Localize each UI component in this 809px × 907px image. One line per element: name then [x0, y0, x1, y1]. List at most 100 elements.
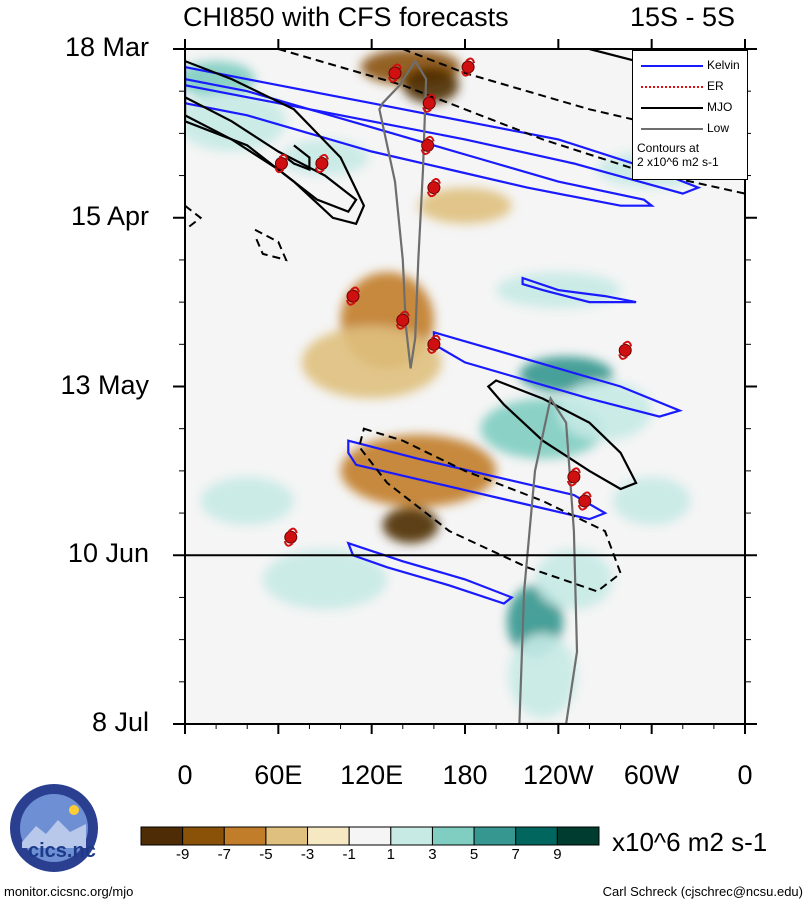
- colorbar-swatch: [348, 826, 392, 846]
- cyclone-arm: [274, 167, 285, 174]
- colorbar-swatch: [431, 826, 475, 846]
- logo-text: cics.nc: [28, 840, 96, 862]
- colorbar-tick-label: 5: [469, 846, 479, 863]
- colorbar-tick-label: 7: [511, 846, 520, 863]
- cyclone-marker: [461, 57, 476, 77]
- x-tick-label: 120W: [523, 760, 594, 790]
- cyclone-arm: [426, 191, 437, 198]
- x-tick-label: 120E: [340, 760, 404, 790]
- cyclone-arm: [571, 467, 581, 474]
- cyclone-marker: [283, 527, 298, 547]
- footer-author: Carl Schreck (cjschrec@ncsu.edu): [602, 884, 803, 899]
- colorbar-swatch: [515, 826, 558, 846]
- legend-swatch-low: [641, 128, 703, 130]
- cyclone-marker: [346, 286, 360, 306]
- cyclone-arm: [582, 491, 592, 498]
- cyclone-arm: [431, 334, 441, 341]
- colorbar-tick-label: -1: [342, 846, 356, 863]
- cyclone-arm: [278, 153, 289, 160]
- anomaly-patch: [301, 326, 442, 399]
- legend-swatch-kelvin: [641, 65, 703, 67]
- cyclone-symbol: [388, 66, 402, 80]
- cyclone-arm: [283, 540, 294, 547]
- legend-swatch-er: [641, 86, 703, 88]
- chart-title: CHI850 with CFS forecasts: [183, 2, 509, 32]
- cyclone-marker: [422, 93, 437, 113]
- anomaly-patch: [382, 507, 439, 544]
- cyclone-symbol: [422, 96, 436, 110]
- cyclone-arm: [426, 348, 437, 354]
- colorbar-tick-label: -9: [175, 846, 190, 863]
- cyclone-arm: [566, 480, 577, 487]
- cyclone-arm: [288, 527, 298, 534]
- kelvin-contour: [432, 330, 684, 418]
- cyclone-symbol: [284, 530, 298, 544]
- colorbar-tick-label: 1: [386, 846, 395, 863]
- mjo-contour-negative: [185, 204, 203, 231]
- cyclone-symbol: [427, 181, 441, 195]
- cyclone-symbol: [396, 313, 410, 327]
- cyclone-arm: [388, 76, 398, 83]
- colorbar-swatch: [390, 826, 433, 846]
- cicsnc-logo: [10, 784, 98, 872]
- cyclone-marker: [426, 178, 441, 198]
- cyclone-marker: [566, 467, 581, 487]
- cyclone-symbol: [461, 60, 475, 74]
- mjo-contour-negative: [254, 228, 288, 262]
- colorbar-tick-label: 9: [553, 846, 562, 863]
- y-tick-label: 10 Jun: [67, 538, 149, 569]
- y-tick-label: 13 May: [60, 369, 149, 400]
- y-tick-label: 8 Jul: [91, 707, 149, 737]
- y-tick-label: 18 Mar: [64, 32, 149, 62]
- cyclone-marker: [314, 153, 329, 174]
- x-tick-label: 60E: [254, 760, 303, 790]
- colorbar: [140, 826, 600, 846]
- x-tick-label: 0: [737, 760, 753, 790]
- cyclone-symbol: [421, 138, 435, 152]
- anomaly-patch: [508, 633, 577, 718]
- colorbar-tick-label: -7: [217, 846, 231, 863]
- cyclone-symbol: [567, 470, 581, 484]
- cyclone-arm: [422, 106, 432, 113]
- cyclone-arm: [319, 153, 329, 160]
- cyclone-symbol: [274, 157, 288, 171]
- cyclone-arm: [622, 340, 633, 347]
- kelvin-contour: [185, 77, 655, 207]
- legend-swatch-mjo: [641, 107, 703, 109]
- legend-label: Kelvin: [707, 58, 740, 72]
- anomaly-patch: [200, 476, 294, 526]
- latitude-band-label: 15S - 5S: [630, 2, 736, 32]
- cyclone-arm: [314, 167, 325, 174]
- cyclone-arm: [465, 57, 476, 64]
- kelvin-contour: [185, 65, 702, 195]
- anomaly-patch: [612, 476, 691, 526]
- anomaly-patch: [535, 549, 613, 610]
- x-tick-label: 180: [442, 760, 488, 790]
- footer-url[interactable]: monitor.cicsnc.org/mjo: [4, 884, 134, 899]
- cyclone-arm: [461, 70, 471, 77]
- cyclone-arm: [400, 310, 410, 317]
- x-tick-label: 0: [177, 760, 193, 790]
- mjo-contour: [285, 144, 311, 172]
- cyclone-arm: [346, 299, 356, 306]
- cyclone-marker: [618, 340, 633, 360]
- kelvin-contour: [521, 276, 637, 304]
- units-label: x10^6 m2 s-1: [612, 827, 768, 857]
- colorbar-swatch: [473, 826, 517, 846]
- anomaly-patch: [402, 67, 459, 104]
- colorbar-tick-label: -3: [300, 846, 315, 863]
- colorbar-swatch: [265, 826, 309, 846]
- legend-label: ER: [707, 79, 724, 93]
- cyclone-marker: [420, 135, 435, 155]
- legend-note: Contours at: [637, 141, 700, 155]
- anomaly-patch: [262, 549, 388, 610]
- low-contour: [378, 59, 428, 369]
- cyclone-arm: [431, 178, 441, 184]
- kelvin-contour: [346, 541, 514, 605]
- cyclone-symbol: [315, 157, 329, 171]
- anomaly-patch: [185, 91, 287, 152]
- cyclone-arm: [395, 323, 406, 330]
- mjo-contour: [185, 95, 358, 214]
- cyclone-symbol: [618, 343, 632, 357]
